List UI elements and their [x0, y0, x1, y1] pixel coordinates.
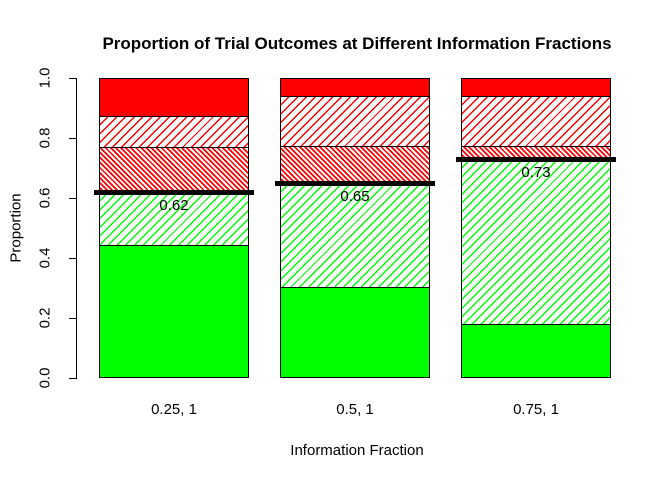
- bar-segment-red-hatched: [461, 96, 611, 146]
- bar-segment-green-hatched: [461, 159, 611, 324]
- threshold-line: [456, 157, 616, 162]
- bar-segment-green-solid: [280, 286, 430, 378]
- y-tick: [69, 138, 76, 139]
- y-tick: [69, 318, 76, 319]
- bar-segment-red-hatched: [99, 115, 249, 147]
- y-tick-label: 0.8: [36, 127, 54, 149]
- y-tick-label: 0.0: [36, 367, 54, 389]
- chart-title: Proportion of Trial Outcomes at Differen…: [102, 34, 612, 53]
- bar-segment-red-dense-hatched: [280, 145, 430, 183]
- bar-segment-red-solid: [99, 78, 249, 116]
- bar-segment-red-solid: [461, 78, 611, 96]
- x-axis-label: Information Fraction: [290, 442, 424, 459]
- threshold-line: [275, 181, 435, 186]
- y-tick: [69, 78, 76, 79]
- y-axis-line: [76, 78, 77, 379]
- y-tick: [69, 258, 76, 259]
- threshold-value-label: 0.73: [521, 164, 551, 181]
- x-tick-label: 0.5, 1: [336, 401, 374, 418]
- x-tick-label: 0.75, 1: [513, 401, 559, 418]
- y-tick-label: 0.2: [36, 307, 54, 329]
- bar-segment-red-dense-hatched: [99, 147, 249, 192]
- x-tick-label: 0.25, 1: [151, 401, 197, 418]
- y-tick-label: 1.0: [36, 67, 54, 89]
- threshold-value-label: 0.65: [340, 188, 370, 205]
- threshold-line: [94, 190, 254, 195]
- y-tick-label: 0.4: [36, 247, 54, 269]
- bar-segment-red-dense-hatched: [461, 145, 611, 159]
- bar-segment-green-solid: [99, 244, 249, 378]
- y-tick: [69, 378, 76, 379]
- y-tick-label: 0.6: [36, 187, 54, 209]
- y-tick: [69, 198, 76, 199]
- bar-segment-green-solid: [461, 324, 611, 378]
- threshold-value-label: 0.62: [159, 197, 189, 214]
- y-axis-label: Proportion: [7, 193, 25, 263]
- bar-segment-red-solid: [280, 78, 430, 96]
- bar-segment-red-hatched: [280, 96, 430, 146]
- bar-segment-green-hatched: [280, 183, 430, 287]
